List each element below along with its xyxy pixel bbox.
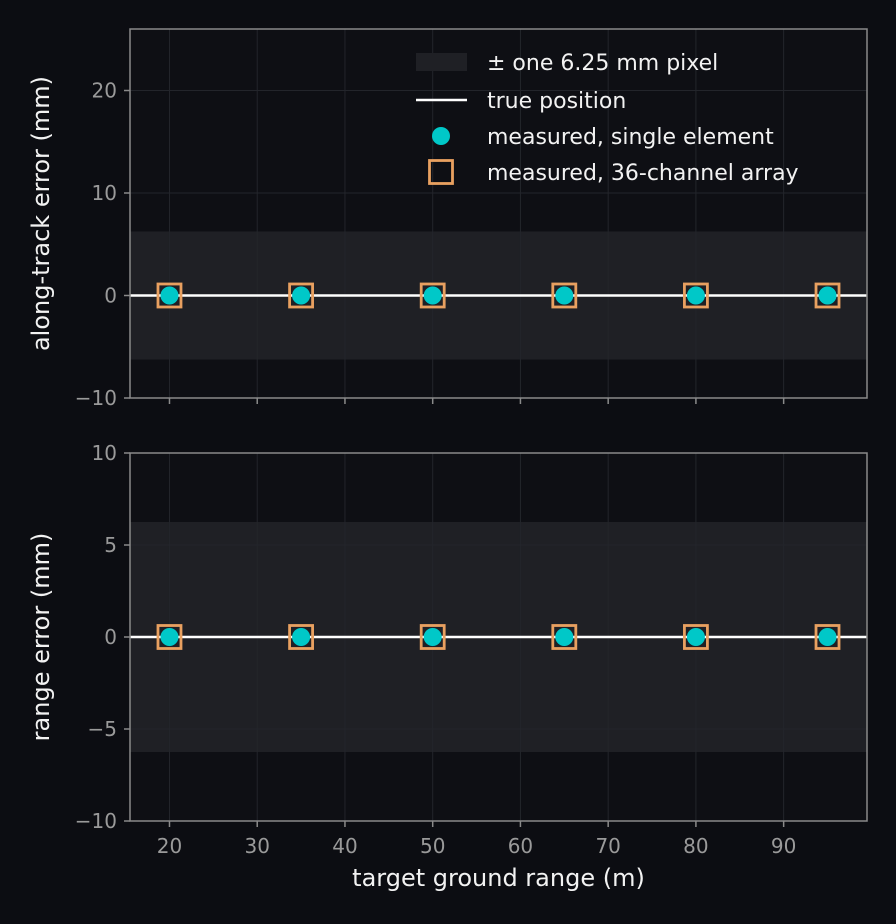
x-tick-label: 20 <box>157 834 182 858</box>
array-marker <box>419 624 446 650</box>
legend-band-swatch <box>416 53 467 71</box>
array-marker <box>814 624 841 650</box>
array-marker <box>551 282 578 309</box>
array-marker <box>419 282 446 309</box>
array-marker <box>288 282 314 309</box>
panel-range: −10 −5 0 5 10 20 30 40 50 60 70 80 90 range error (mm… <box>27 441 868 858</box>
y-tick-label: −5 <box>88 717 117 741</box>
y-tick-label: 20 <box>92 79 117 103</box>
y-axis-label: range error (mm) <box>27 533 55 742</box>
x-tick-label: 30 <box>244 834 269 858</box>
panel-along-track: −10 0 10 20 along-track error (mm) <box>27 28 868 410</box>
x-tick-label: 50 <box>420 834 445 858</box>
y-axis-label: along-track error (mm) <box>27 76 55 351</box>
array-marker <box>551 624 578 650</box>
array-marker <box>288 624 314 650</box>
single-element-marker <box>686 628 705 646</box>
x-tick-label: 80 <box>683 834 708 858</box>
legend-entry-label: ± one 6.25 mm pixel <box>487 51 718 76</box>
y-tick-label: 5 <box>104 533 117 557</box>
array-marker <box>814 282 841 309</box>
single-element-marker <box>423 628 442 646</box>
array-marker <box>156 282 183 309</box>
legend-entry-label: measured, 36-channel array <box>487 161 799 186</box>
single-element-marker <box>555 628 574 646</box>
y-tick-label: 0 <box>104 625 117 649</box>
axes-frame <box>129 28 868 399</box>
array-marker <box>156 624 183 650</box>
x-tick-label: 90 <box>771 834 796 858</box>
single-element-marker <box>555 286 574 305</box>
single-element-marker <box>292 286 311 305</box>
y-tick-label: 10 <box>92 441 117 465</box>
y-tick-label: −10 <box>75 386 117 410</box>
single-element-marker <box>160 286 179 305</box>
single-element-marker <box>423 286 442 305</box>
y-tick-label: 0 <box>104 284 117 308</box>
x-axis-label: target ground range (m) <box>352 864 645 892</box>
single-element-marker <box>686 286 705 305</box>
x-tick-label: 60 <box>508 834 533 858</box>
legend-entry-label: true position <box>487 89 626 114</box>
y-tick-label: −10 <box>75 809 117 833</box>
x-tick-label: 70 <box>595 834 620 858</box>
legend: ± one 6.25 mm pixel true position measured… <box>416 51 799 186</box>
single-element-marker <box>818 286 837 305</box>
array-marker <box>683 282 709 309</box>
single-element-marker <box>160 628 179 646</box>
legend-entry-label: measured, single element <box>487 125 774 150</box>
y-tick-label: 10 <box>92 181 117 205</box>
x-tick-label: 40 <box>332 834 357 858</box>
legend-circle-swatch <box>432 127 450 145</box>
array-marker <box>683 624 709 650</box>
single-element-marker <box>292 628 311 646</box>
single-element-marker <box>818 628 837 646</box>
legend-square-swatch <box>428 159 454 185</box>
